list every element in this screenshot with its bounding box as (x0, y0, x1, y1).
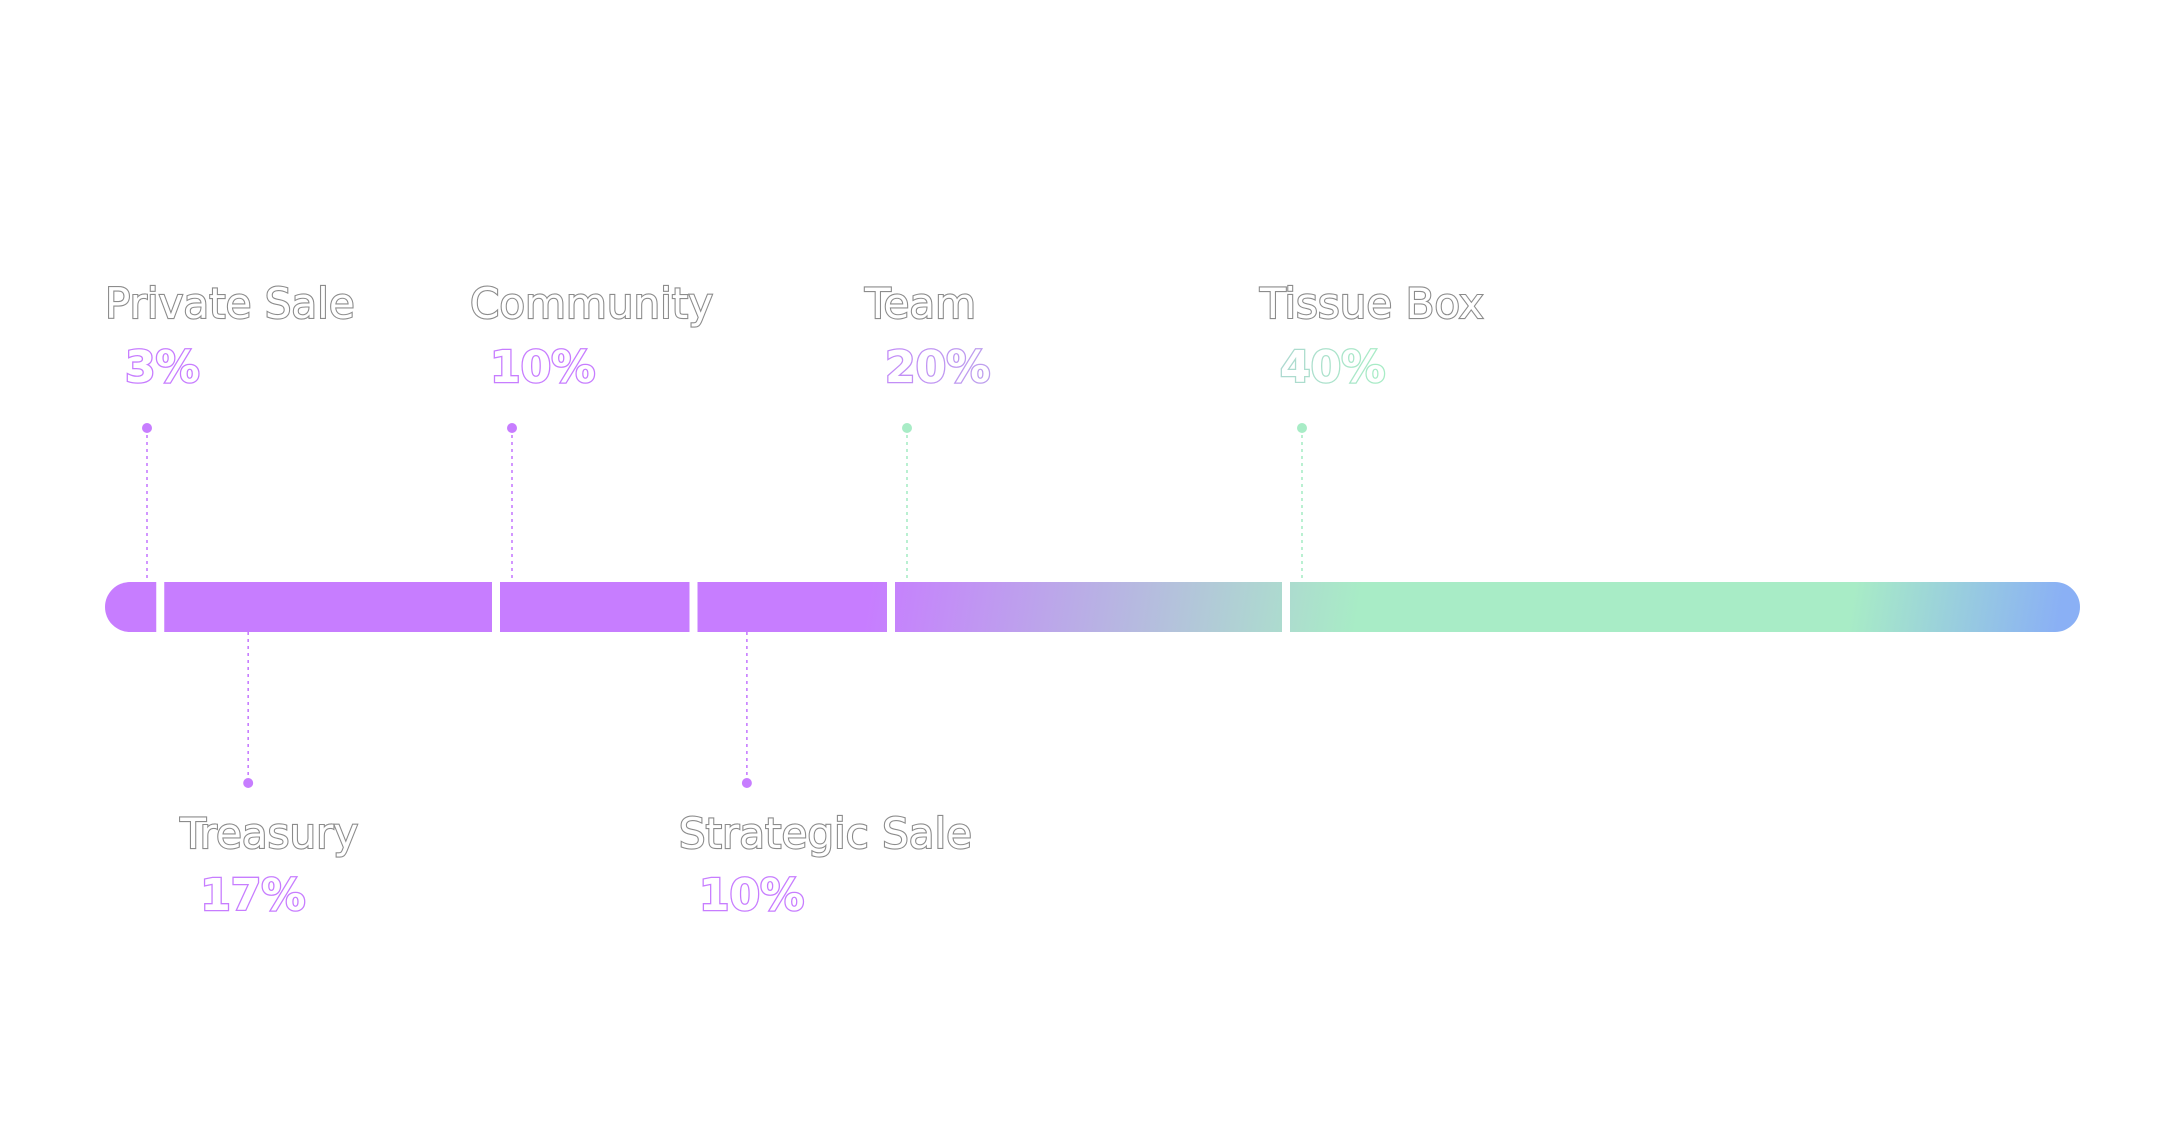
value-label-treasury: 17% (200, 870, 305, 921)
value-label-strategic-sale: 10% (699, 870, 804, 921)
value-label-private-sale: 3% (125, 342, 200, 393)
bar-segment-tissue-box (1290, 582, 2080, 632)
category-label-tissue-box: Tissue Box (1259, 279, 1484, 328)
category-label-treasury: Treasury (179, 809, 358, 858)
leader-dot-strategic-sale (741, 778, 752, 788)
leader-dot-tissue-box (1297, 423, 1307, 433)
leader-dot-treasury (243, 778, 254, 788)
category-label-private-sale: Private Sale (105, 279, 355, 328)
leader-dot-private-sale (142, 423, 152, 433)
bar-segment-strategic-sale (697, 582, 887, 632)
bar-segment-treasury (164, 582, 492, 632)
bar-segment-community (500, 582, 690, 632)
value-label-community: 10% (490, 342, 595, 393)
bar-segment-team (895, 582, 1282, 632)
leader-dot-community (507, 423, 517, 433)
category-label-community: Community (470, 279, 713, 328)
leader-dot-team (902, 423, 912, 433)
value-label-team: 20% (885, 342, 990, 393)
category-label-strategic-sale: Strategic Sale (679, 809, 972, 858)
value-label-tissue-box: 40% (1280, 342, 1385, 393)
bar-segment-private-sale (105, 582, 157, 632)
category-label-team: Team (864, 279, 976, 328)
